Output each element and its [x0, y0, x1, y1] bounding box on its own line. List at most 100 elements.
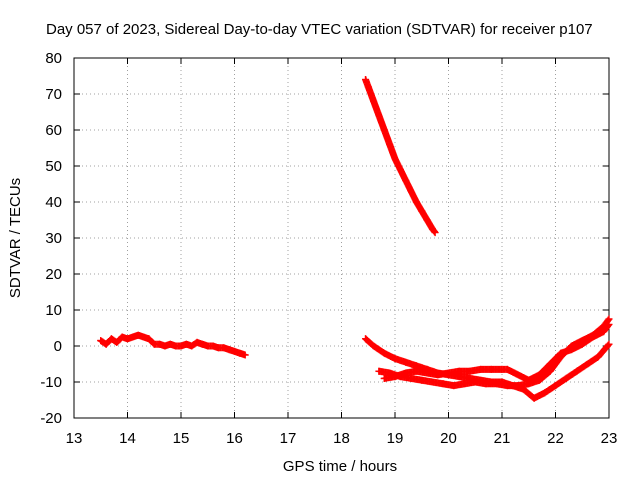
y-tick-label: 40 [45, 194, 62, 211]
data-point [113, 338, 121, 346]
data-point [503, 382, 511, 390]
x-tick-label: 19 [387, 430, 404, 447]
y-tick-label: 10 [45, 302, 62, 319]
data-point [402, 176, 410, 184]
data-point [423, 369, 431, 377]
data-point [209, 342, 217, 350]
data-point [188, 342, 196, 350]
data-point [589, 333, 597, 341]
data-point [156, 340, 164, 348]
data-point [107, 335, 115, 343]
data-point [503, 365, 511, 373]
x-tick-label: 22 [547, 430, 564, 447]
data-point [236, 349, 244, 357]
data-point [482, 380, 490, 388]
x-tick-label: 18 [333, 430, 350, 447]
data-marks [97, 76, 613, 402]
x-tick-label: 13 [66, 430, 83, 447]
data-point [370, 97, 378, 105]
data-point [225, 346, 233, 354]
data-point [487, 365, 495, 373]
data-point [418, 207, 426, 215]
data-point [362, 335, 370, 343]
x-tick-label: 23 [601, 430, 618, 447]
data-point [391, 155, 399, 163]
data-point [557, 349, 565, 357]
data-point [166, 340, 174, 348]
data-point [182, 340, 190, 348]
data-point [231, 347, 238, 355]
data-point [471, 378, 479, 386]
data-point [552, 382, 559, 390]
data-point [541, 389, 549, 397]
data-point [362, 76, 370, 84]
data-point [605, 320, 613, 328]
y-tick-label: -20 [40, 410, 62, 427]
y-tick-label: 70 [45, 86, 62, 103]
data-point [461, 380, 469, 388]
y-tick-label: 80 [45, 50, 62, 67]
data-point [407, 187, 415, 195]
x-tick-label: 20 [440, 430, 457, 447]
data-point [102, 340, 110, 348]
y-tick-label: 50 [45, 158, 62, 175]
data-point [375, 367, 383, 375]
data-point [370, 342, 378, 350]
data-point [380, 126, 388, 134]
data-point [530, 394, 538, 402]
data-point [402, 369, 410, 377]
data-point [124, 335, 131, 343]
data-point [439, 380, 447, 388]
data-point [241, 351, 249, 359]
data-point [391, 355, 399, 363]
data-point [423, 216, 431, 224]
data-point [161, 342, 169, 350]
data-point [140, 333, 148, 341]
data-point [145, 335, 153, 343]
data-point [445, 369, 452, 377]
data-point [514, 382, 522, 390]
data-point [428, 378, 436, 386]
data-point [386, 140, 394, 148]
data-point [600, 328, 608, 336]
x-tick-label: 21 [494, 430, 511, 447]
data-point [535, 371, 543, 379]
data-point [97, 337, 105, 345]
data-point [118, 333, 126, 341]
data-point [578, 340, 586, 348]
data-point [546, 360, 554, 368]
data-point [584, 360, 592, 368]
x-tick-label: 16 [226, 430, 243, 447]
data-point [177, 342, 185, 350]
x-tick-label: 14 [119, 430, 136, 447]
data-point [198, 340, 206, 348]
data-point [605, 340, 613, 348]
data-point [466, 367, 474, 375]
data-point [380, 374, 388, 382]
data-point [129, 333, 137, 341]
data-point [220, 344, 228, 352]
data-point [455, 367, 463, 375]
y-tick-label: 60 [45, 122, 62, 139]
data-point [391, 373, 399, 381]
data-point [193, 338, 201, 346]
y-tick-label: 30 [45, 230, 62, 247]
data-point [594, 353, 602, 361]
data-point [434, 371, 442, 379]
data-point [364, 83, 372, 91]
data-point [380, 349, 388, 357]
data-point [134, 331, 142, 339]
y-tick-label: 0 [54, 338, 62, 355]
y-tick-label: 20 [45, 266, 62, 283]
data-marker [604, 341, 612, 349]
x-tick-label: 17 [280, 430, 297, 447]
y-tick-label: -10 [40, 374, 62, 391]
data-point [450, 382, 458, 390]
chart-title: Day 057 of 2023, Sidereal Day-to-day VTE… [46, 21, 593, 38]
data-point [412, 367, 420, 375]
data-point [402, 358, 410, 366]
data-point [396, 166, 404, 174]
data-point [562, 374, 570, 382]
